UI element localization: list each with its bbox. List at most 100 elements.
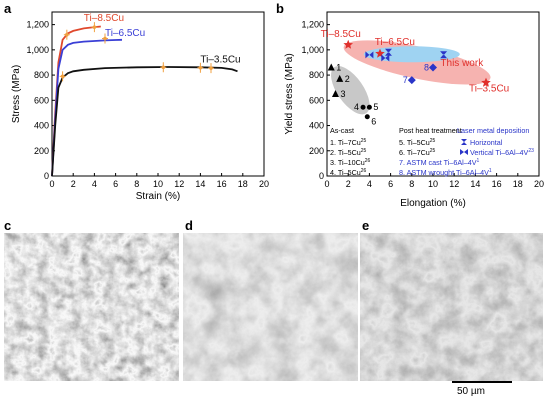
b-this-work-star — [375, 48, 385, 58]
b-x-tick-label: 12 — [449, 179, 459, 189]
scale-bar — [452, 381, 512, 383]
a-x-tick-label: 2 — [71, 179, 76, 189]
b-legend-item: 7. ASTM cast Ti–6Al–4V1 — [399, 158, 480, 167]
yield-elongation-chart: 0 2 4 6 8 10 12 14 16 18 2002004006008001,0001,200… — [284, 11, 544, 209]
b-x-tick-label: 2 — [346, 179, 351, 189]
b-lmd-horizontal-point — [384, 48, 392, 56]
b-point-label: 6 — [371, 117, 376, 127]
b-legend-symbol — [460, 149, 468, 155]
a-x-tick-label: 6 — [113, 179, 118, 189]
a-x-tick-label: 4 — [92, 179, 97, 189]
a-series-label: Ti–6.5Cu — [105, 28, 145, 39]
a-x-tick-label: 18 — [238, 179, 248, 189]
b-x-tick-label: 6 — [388, 179, 393, 189]
a-error-point — [161, 65, 166, 70]
b-heat-point — [364, 114, 370, 120]
a-error-point — [103, 36, 107, 41]
b-point-label: 3 — [340, 89, 345, 99]
b-y-tick-label: 0 — [319, 171, 324, 181]
a-error-point — [209, 66, 213, 70]
a-y-tick-label: 600 — [34, 95, 49, 105]
b-label-thiswork: This work — [440, 58, 484, 69]
b-x-tick-label: 16 — [492, 179, 502, 189]
b-y-axis-label: Yield stress (MPa) — [284, 53, 295, 134]
b-this-work-star — [481, 77, 491, 87]
b-y-tick-label: 1,200 — [301, 20, 324, 30]
b-y-tick-label: 1,000 — [301, 45, 324, 55]
b-astm-point — [429, 63, 437, 72]
b-y-tick-label: 800 — [309, 70, 324, 80]
a-y-axis-label: Stress (MPa) — [11, 65, 22, 123]
b-x-tick-label: 4 — [367, 179, 372, 189]
b-legend-item: 5. Ti–5Cu25 — [399, 138, 436, 147]
b-lmd-vertical-point — [365, 51, 374, 59]
b-heat-point — [360, 104, 366, 110]
b-x-tick-label: 14 — [470, 179, 480, 189]
a-series-label: Ti–8.5Cu — [84, 13, 124, 24]
b-point-label: 7 — [403, 75, 408, 85]
b-y-tick-label: 600 — [309, 95, 324, 105]
a-error-point — [92, 25, 97, 29]
b-legend-symbol — [461, 139, 467, 145]
b-legend-item: 3. Ti–10Cu26 — [330, 158, 371, 167]
a-error-point — [198, 65, 203, 70]
b-as-cast-point — [327, 63, 335, 71]
stress-strain-chart: 0 2 4 6 8 10 12 14 16 18 2002004006008001,0001,200… — [11, 11, 269, 202]
b-point-label: 5 — [373, 102, 378, 112]
scale-bar-label: 50 µm — [457, 386, 485, 397]
b-point-label: 8 — [424, 63, 429, 73]
a-series-label: Ti–3.5Cu — [200, 54, 240, 65]
b-legend-item: Vertical Ti–6Al–4V23 — [470, 148, 534, 157]
b-x-axis-label: Elongation (%) — [400, 198, 466, 209]
a-error-point — [60, 74, 65, 79]
b-point-label: 2 — [345, 74, 350, 84]
a-x-tick-label: 14 — [195, 179, 205, 189]
a-x-tick-label: 20 — [259, 179, 269, 189]
a-error-point — [65, 32, 69, 37]
b-point-label: 4 — [354, 102, 359, 112]
a-y-tick-label: 400 — [34, 121, 49, 131]
b-legend-item: 4. Ti–5Cu26 — [330, 168, 367, 177]
b-as-cast-point — [331, 90, 339, 97]
b-legend-title: Post heat treatment — [399, 126, 462, 135]
panel-label-d: d — [185, 218, 193, 233]
b-x-tick-label: 8 — [409, 179, 414, 189]
a-y-tick-label: 1,000 — [26, 45, 49, 55]
a-series-line — [51, 38, 123, 177]
a-x-tick-label: 12 — [174, 179, 184, 189]
a-x-tick-label: 16 — [217, 179, 227, 189]
b-label-ti65: Ti–6.5Cu — [375, 37, 415, 48]
panel-label-e: e — [362, 218, 370, 233]
a-y-tick-label: 0 — [44, 171, 49, 181]
a-x-tick-label: 10 — [153, 179, 163, 189]
sem-image-d — [183, 233, 358, 381]
sem-image-c — [4, 233, 179, 381]
b-legend-item: 2. Ti–5Cu25 — [330, 148, 367, 157]
a-x-axis-label: Strain (%) — [136, 191, 180, 202]
a-y-tick-label: 1,200 — [26, 20, 49, 30]
a-series-line — [51, 66, 238, 177]
a-plot-frame — [51, 11, 265, 177]
b-legend-item: 1. Ti–7Cu25 — [330, 138, 367, 147]
b-as-cast-point — [336, 74, 344, 82]
b-lmd-horizontal-point — [440, 51, 448, 59]
panel-label-b: b — [276, 1, 284, 16]
b-legend-item: Horizontal — [470, 138, 503, 147]
b-astm-point — [407, 76, 416, 85]
sem-image-e — [360, 233, 543, 381]
b-heat-point — [366, 104, 372, 110]
a-x-tick-label: 0 — [49, 179, 54, 189]
b-x-tick-label: 18 — [513, 179, 523, 189]
b-legend-title: Laser metal deposition — [457, 126, 529, 135]
b-lmd-vertical-point — [381, 54, 390, 62]
b-label-ti35: Ti–3.5Cu — [469, 83, 509, 94]
b-point-label: 1 — [336, 63, 341, 73]
b-x-tick-label: 10 — [428, 179, 438, 189]
b-legend-item: 6. Ti–7Cu25 — [399, 148, 436, 157]
b-label-ti85: Ti–8.5Cu — [321, 29, 361, 40]
b-this-work-star — [343, 39, 353, 49]
a-series-line — [51, 25, 101, 177]
b-y-tick-label: 400 — [309, 121, 324, 131]
b-x-tick-label: 20 — [534, 179, 544, 189]
b-legend-title: As-cast — [330, 126, 354, 135]
